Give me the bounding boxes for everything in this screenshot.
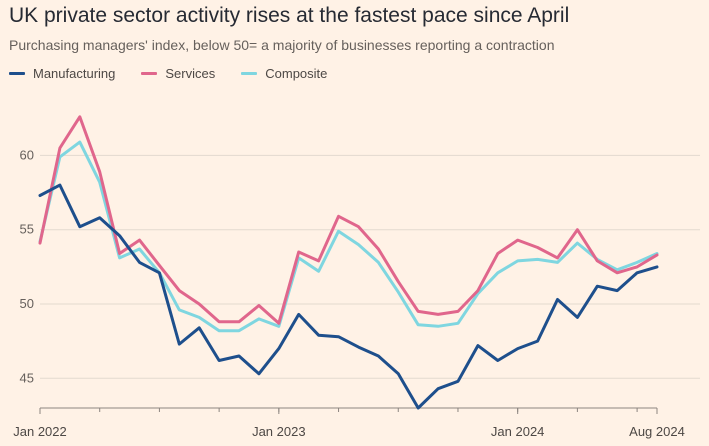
chart-title: UK private sector activity rises at the … [9, 4, 570, 27]
series-line-manufacturing [38, 183, 659, 410]
legend-swatch-services [141, 72, 158, 75]
y-tick-label-60: 60 [20, 147, 34, 162]
legend-item-composite: Composite [241, 66, 327, 81]
chart-subtitle: Purchasing managers' index, below 50= a … [9, 37, 555, 53]
y-tick-label-55: 55 [20, 222, 34, 237]
x-tick-label: Aug 2024 [629, 424, 685, 439]
legend-item-manufacturing: Manufacturing [9, 66, 115, 81]
legend-label-manufacturing: Manufacturing [33, 66, 116, 81]
legend-swatch-composite [241, 72, 258, 75]
legend: Manufacturing Services Composite [9, 66, 327, 81]
series-line-composite [38, 140, 659, 333]
legend-label-composite: Composite [265, 66, 328, 81]
x-tick-label: Jan 2023 [252, 424, 306, 439]
y-tick-label-45: 45 [20, 370, 34, 385]
y-tick-label-50: 50 [20, 296, 34, 311]
legend-item-services: Services [141, 66, 215, 81]
series-line-services [38, 115, 659, 325]
x-tick-label: Jan 2024 [491, 424, 545, 439]
legend-swatch-manufacturing [9, 72, 25, 75]
legend-label-services: Services [165, 66, 216, 81]
x-tick-label: Jan 2022 [13, 424, 67, 439]
